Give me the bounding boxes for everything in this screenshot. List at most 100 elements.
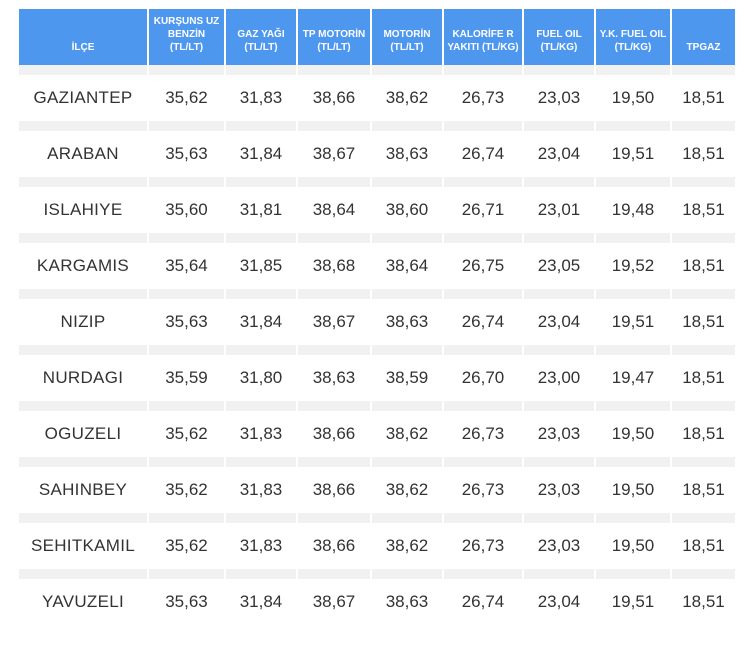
yk-fuel-oil-price: 19,50: [596, 457, 670, 513]
yk-fuel-oil-price: 19,51: [596, 121, 670, 177]
header-tpgaz: TPGAZ: [672, 9, 735, 65]
tp-motorin-price: 38,66: [298, 457, 370, 513]
district-name: NURDAGI: [19, 345, 147, 401]
yk-fuel-oil-price: 19,50: [596, 513, 670, 569]
tp-motorin-price: 38,67: [298, 289, 370, 345]
gaz-yagi-price: 31,85: [226, 233, 296, 289]
district-name: ISLAHIYE: [19, 177, 147, 233]
table-row: ISLAHIYE 35,60 31,81 38,64 38,60 26,71 23,01 19…: [19, 177, 735, 233]
gaz-yagi-price: 31,80: [226, 345, 296, 401]
district-name: SAHINBEY: [19, 457, 147, 513]
tpgaz-price: 18,51: [672, 569, 735, 625]
header-motorin: MOTORİN (TL/LT): [372, 9, 442, 65]
tpgaz-price: 18,51: [672, 345, 735, 401]
header-tp-motorin: TP MOTORİN (TL/LT): [298, 9, 370, 65]
kursunsuz-benzin-price: 35,62: [149, 401, 224, 457]
tp-motorin-price: 38,66: [298, 65, 370, 121]
kalorifer-yakiti-price: 26,73: [444, 65, 522, 121]
district-name: NIZIP: [19, 289, 147, 345]
fuel-oil-price: 23,03: [524, 65, 594, 121]
tpgaz-price: 18,51: [672, 401, 735, 457]
table-row: OGUZELI 35,62 31,83 38,66 38,62 26,73 23,03 19,…: [19, 401, 735, 457]
kalorifer-yakiti-price: 26,74: [444, 289, 522, 345]
district-name: ARABAN: [19, 121, 147, 177]
gaz-yagi-price: 31,83: [226, 401, 296, 457]
kalorifer-yakiti-price: 26,74: [444, 121, 522, 177]
district-name: YAVUZELI: [19, 569, 147, 625]
tp-motorin-price: 38,66: [298, 513, 370, 569]
gaz-yagi-price: 31,83: [226, 65, 296, 121]
kalorifer-yakiti-price: 26,74: [444, 569, 522, 625]
kursunsuz-benzin-price: 35,62: [149, 65, 224, 121]
table-header-row: İLÇE KURŞUNS UZ BENZİN (TL/LT) GAZ YAĞI …: [19, 9, 735, 65]
fuel-oil-price: 23,04: [524, 121, 594, 177]
gaz-yagi-price: 31,84: [226, 121, 296, 177]
tpgaz-price: 18,51: [672, 177, 735, 233]
motorin-price: 38,59: [372, 345, 442, 401]
district-name: KARGAMIS: [19, 233, 147, 289]
yk-fuel-oil-price: 19,51: [596, 289, 670, 345]
kursunsuz-benzin-price: 35,62: [149, 457, 224, 513]
yk-fuel-oil-price: 19,51: [596, 569, 670, 625]
header-yk-fuel-oil: Y.K. FUEL OIL (TL/KG): [596, 9, 670, 65]
tpgaz-price: 18,51: [672, 121, 735, 177]
tpgaz-price: 18,51: [672, 233, 735, 289]
kalorifer-yakiti-price: 26,73: [444, 457, 522, 513]
fuel-price-table: İLÇE KURŞUNS UZ BENZİN (TL/LT) GAZ YAĞI …: [17, 9, 737, 625]
tp-motorin-price: 38,66: [298, 401, 370, 457]
kursunsuz-benzin-price: 35,63: [149, 569, 224, 625]
table-row: YAVUZELI 35,63 31,84 38,67 38,63 26,74 23,04 19…: [19, 569, 735, 625]
kursunsuz-benzin-price: 35,63: [149, 121, 224, 177]
header-fuel-oil: FUEL OIL (TL/KG): [524, 9, 594, 65]
yk-fuel-oil-price: 19,48: [596, 177, 670, 233]
fuel-oil-price: 23,03: [524, 401, 594, 457]
gaz-yagi-price: 31,84: [226, 569, 296, 625]
tp-motorin-price: 38,63: [298, 345, 370, 401]
kalorifer-yakiti-price: 26,71: [444, 177, 522, 233]
yk-fuel-oil-price: 19,50: [596, 401, 670, 457]
tpgaz-price: 18,51: [672, 65, 735, 121]
table-row: SAHINBEY 35,62 31,83 38,66 38,62 26,73 23,03 19…: [19, 457, 735, 513]
motorin-price: 38,60: [372, 177, 442, 233]
header-gaz-yagi: GAZ YAĞI (TL/LT): [226, 9, 296, 65]
table-row: GAZIANTEP 35,62 31,83 38,66 38,62 26,73 23,03 1…: [19, 65, 735, 121]
district-name: SEHITKAMIL: [19, 513, 147, 569]
kursunsuz-benzin-price: 35,60: [149, 177, 224, 233]
district-name: OGUZELI: [19, 401, 147, 457]
fuel-oil-price: 23,03: [524, 457, 594, 513]
gaz-yagi-price: 31,83: [226, 457, 296, 513]
header-kalorifer-yakiti: KALORİFE R YAKITI (TL/KG): [444, 9, 522, 65]
table-row: KARGAMIS 35,64 31,85 38,68 38,64 26,75 23,05 19…: [19, 233, 735, 289]
yk-fuel-oil-price: 19,52: [596, 233, 670, 289]
kursunsuz-benzin-price: 35,63: [149, 289, 224, 345]
fuel-oil-price: 23,00: [524, 345, 594, 401]
kalorifer-yakiti-price: 26,75: [444, 233, 522, 289]
header-kursunsuz-benzin: KURŞUNS UZ BENZİN (TL/LT): [149, 9, 224, 65]
yk-fuel-oil-price: 19,50: [596, 65, 670, 121]
gaz-yagi-price: 31,83: [226, 513, 296, 569]
district-name: GAZIANTEP: [19, 65, 147, 121]
tp-motorin-price: 38,68: [298, 233, 370, 289]
gaz-yagi-price: 31,84: [226, 289, 296, 345]
tp-motorin-price: 38,67: [298, 121, 370, 177]
tpgaz-price: 18,51: [672, 289, 735, 345]
motorin-price: 38,62: [372, 457, 442, 513]
kalorifer-yakiti-price: 26,73: [444, 401, 522, 457]
header-ilce: İLÇE: [19, 9, 147, 65]
yk-fuel-oil-price: 19,47: [596, 345, 670, 401]
fuel-oil-price: 23,05: [524, 233, 594, 289]
fuel-oil-price: 23,03: [524, 513, 594, 569]
kursunsuz-benzin-price: 35,64: [149, 233, 224, 289]
tpgaz-price: 18,51: [672, 513, 735, 569]
table-row: ARABAN 35,63 31,84 38,67 38,63 26,74 23,04 19,5…: [19, 121, 735, 177]
motorin-price: 38,62: [372, 65, 442, 121]
motorin-price: 38,62: [372, 513, 442, 569]
kalorifer-yakiti-price: 26,73: [444, 513, 522, 569]
motorin-price: 38,64: [372, 233, 442, 289]
kursunsuz-benzin-price: 35,62: [149, 513, 224, 569]
tpgaz-price: 18,51: [672, 457, 735, 513]
motorin-price: 38,62: [372, 401, 442, 457]
kursunsuz-benzin-price: 35,59: [149, 345, 224, 401]
motorin-price: 38,63: [372, 569, 442, 625]
